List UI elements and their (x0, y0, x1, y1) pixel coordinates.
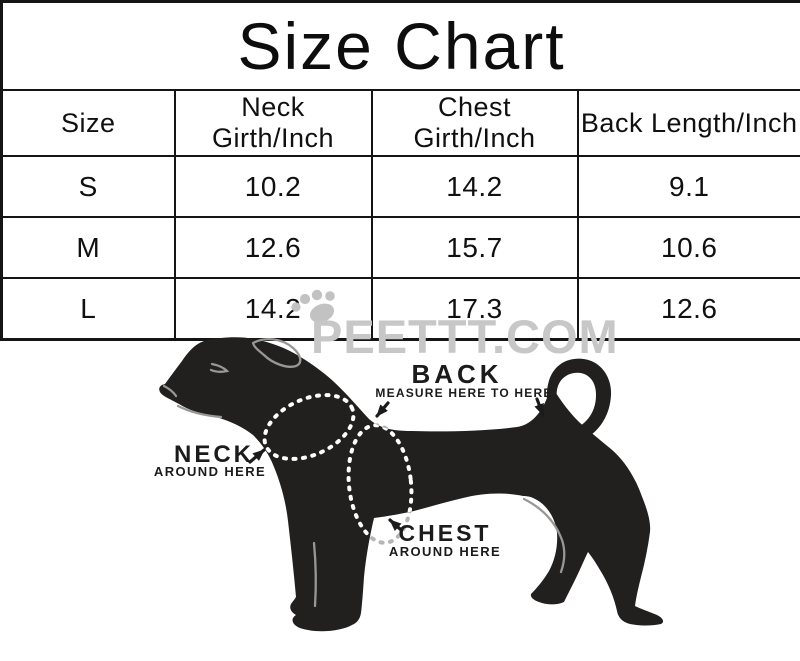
neck-label: NECK (173, 441, 255, 468)
nose-line (162, 384, 178, 398)
table-title-row: Size Chart (0, 0, 800, 91)
table-row-l: L 14.2 17.3 12.6 (0, 277, 800, 341)
table-cell: L (0, 277, 176, 341)
chest-arrow (388, 518, 402, 532)
page-title: Size Chart (0, 0, 800, 91)
table-cell: 10.2 (173, 155, 373, 218)
column-header-back: Back Length/Inch (576, 89, 800, 157)
chest-label: CHEST (398, 520, 492, 546)
chest-sublabel: AROUND HERE (388, 544, 502, 559)
size-chart-table: Size Chart Size Neck Girth/Inch Chest Gi… (0, 0, 800, 341)
measure-ellipses-fg (262, 393, 414, 545)
front-leg-separator (312, 541, 317, 608)
table-cell: 14.2 (370, 155, 579, 218)
ear-line (251, 337, 302, 368)
watermark: PEETTT.COM (311, 310, 619, 363)
back-arrow-left (375, 401, 390, 418)
paw-icon (291, 289, 335, 323)
hind-thigh-line (522, 497, 566, 574)
table-cell: S (0, 155, 176, 218)
table-cell: 12.6 (576, 277, 800, 341)
neck-arrow (248, 448, 266, 464)
table-cell: M (0, 216, 176, 279)
back-label: BACK (411, 359, 503, 389)
column-header-size: Size (0, 89, 176, 157)
mouth-line (176, 404, 223, 419)
eye-line (209, 362, 230, 373)
dog-detail-lines (162, 337, 566, 608)
table-row-s: S 10.2 14.2 9.1 (0, 155, 800, 218)
column-header-neck: Neck Girth/Inch (173, 89, 373, 157)
neck-sublabel: AROUND HERE (153, 464, 267, 479)
annotation-arrows (248, 397, 545, 532)
table-cell: 17.3 (370, 277, 579, 341)
back-sublabel: MEASURE HERE TO HERE (375, 386, 553, 400)
table-cell: 9.1 (576, 155, 800, 218)
table-cell: 10.6 (576, 216, 800, 279)
table-cell: 12.6 (173, 216, 373, 279)
column-header-chest: Chest Girth/Inch (370, 89, 579, 157)
table-row-m: M 12.6 15.7 10.6 (0, 216, 800, 279)
back-arrow-right (534, 397, 545, 417)
table-cell: 15.7 (370, 216, 579, 279)
table-header-row: Size Neck Girth/Inch Chest Girth/Inch Ba… (0, 89, 800, 157)
